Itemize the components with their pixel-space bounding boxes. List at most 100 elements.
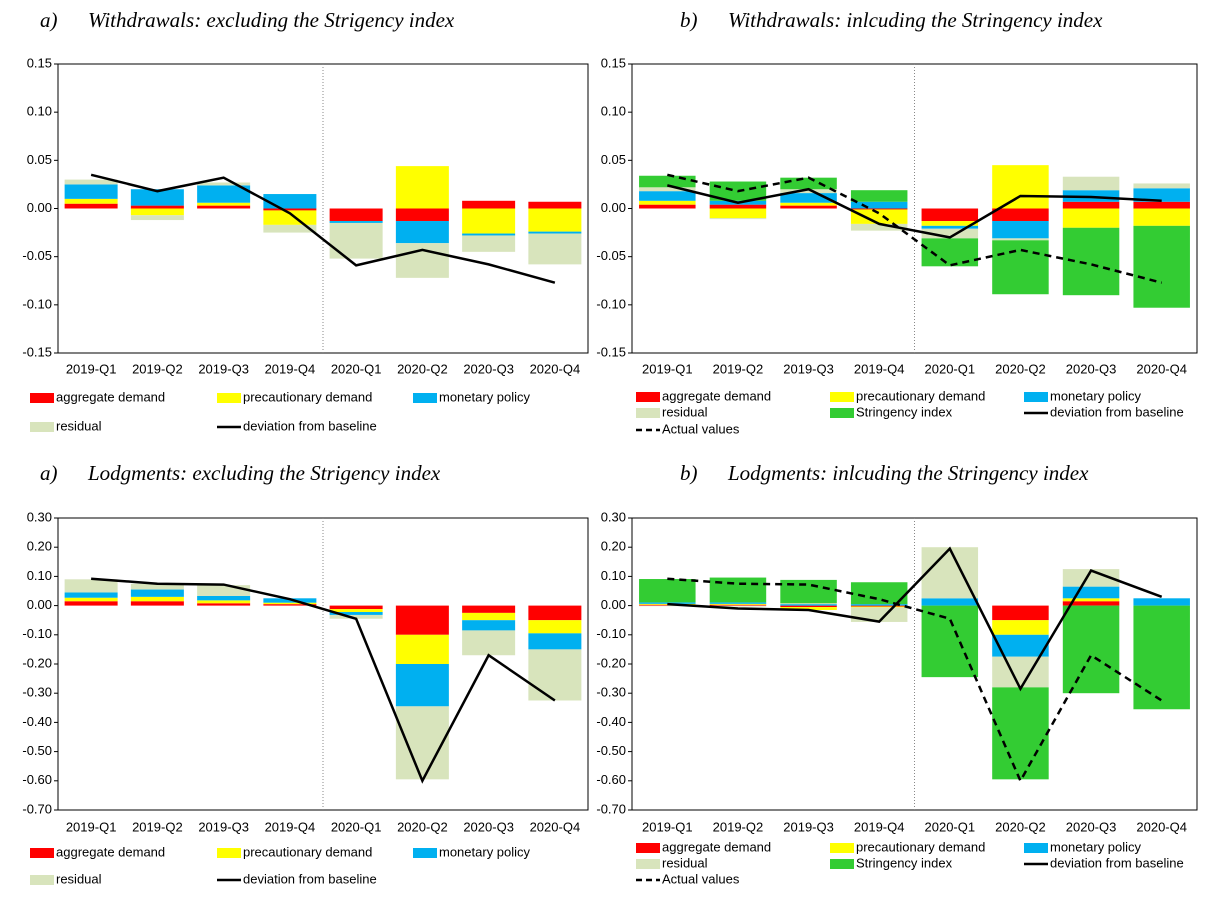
legend-label: aggregate demand xyxy=(56,844,165,859)
bar-segment xyxy=(197,205,251,209)
legend-label: monetary policy xyxy=(439,389,531,404)
bar-segment xyxy=(1062,598,1120,602)
x-tick-label: 2020-Q2 xyxy=(397,361,448,376)
bar-segment xyxy=(64,179,118,185)
bar-segment xyxy=(130,601,184,606)
bar-segment xyxy=(528,649,582,701)
legend-swatch xyxy=(636,392,660,402)
legend-swatch xyxy=(30,422,54,432)
y-tick-label: -0.70 xyxy=(22,801,52,816)
legend-label: deviation from baseline xyxy=(1050,855,1184,870)
bar-segment xyxy=(197,600,251,604)
bar-segment xyxy=(780,604,837,606)
bar-segment xyxy=(130,215,184,221)
bar-segment xyxy=(780,605,837,608)
x-tick-label: 2020-Q2 xyxy=(397,819,448,834)
legend-label: aggregate demand xyxy=(662,388,771,403)
legend-label: Stringency index xyxy=(856,855,953,870)
legend-swatch xyxy=(636,843,660,853)
bar-segment xyxy=(780,205,837,209)
bar-segment xyxy=(921,221,979,226)
bar-segment xyxy=(64,203,118,209)
x-tick-label: 2019-Q2 xyxy=(713,819,764,834)
legend-label: residual xyxy=(56,871,102,886)
panel-label: b) xyxy=(680,461,698,485)
bar-segment xyxy=(462,233,516,236)
bar-segment xyxy=(709,603,767,605)
bar-segment xyxy=(197,182,251,186)
bar-segment xyxy=(329,605,383,610)
x-tick-label: 2020-Q4 xyxy=(1136,819,1187,834)
bar-segment xyxy=(528,201,582,209)
line-series xyxy=(90,173,556,284)
bar-segment xyxy=(64,592,118,598)
legend-label: precautionary demand xyxy=(243,844,372,859)
bar-segment xyxy=(130,596,184,602)
bar-segment xyxy=(528,633,582,650)
bar-segment xyxy=(329,612,383,615)
x-tick-label: 2020-Q3 xyxy=(1066,361,1117,376)
bar-segment xyxy=(1062,601,1120,606)
x-tick-label: 2020-Q2 xyxy=(995,819,1046,834)
legend-label: Stringency index xyxy=(856,404,953,419)
bar-segment xyxy=(850,606,908,608)
legend-swatch xyxy=(30,848,54,858)
y-tick-label: 0.10 xyxy=(601,568,626,583)
bar-segment xyxy=(639,175,696,188)
x-tick-label: 2020-Q1 xyxy=(331,361,382,376)
bar-segment xyxy=(1062,605,1120,694)
bar-segment xyxy=(639,602,696,604)
bar-segment xyxy=(64,601,118,606)
x-tick-label: 2019-Q3 xyxy=(198,819,249,834)
y-tick-label: -0.20 xyxy=(596,655,626,670)
legend-swatch xyxy=(30,875,54,885)
legend-swatch xyxy=(217,848,241,858)
chart-title: Withdrawals: inlcuding the Stringency in… xyxy=(728,8,1103,32)
bar-segment xyxy=(639,200,696,205)
bar-segment xyxy=(197,202,251,206)
bar-segment xyxy=(1062,201,1120,209)
x-tick-label: 2019-Q4 xyxy=(265,361,316,376)
bar-segment xyxy=(850,605,908,607)
bar-segment xyxy=(528,605,582,621)
bar-segment xyxy=(850,209,908,224)
bar-segment xyxy=(921,225,979,229)
bar-segment xyxy=(64,579,118,593)
x-tick-label: 2019-Q2 xyxy=(132,361,183,376)
bar-segment xyxy=(130,583,184,590)
y-tick-label: -0.05 xyxy=(596,248,626,263)
chart-title: Lodgments: excluding the Strigency index xyxy=(87,461,441,485)
bar-segment xyxy=(639,191,696,201)
panel-label: a) xyxy=(40,8,58,32)
y-tick-label: -0.50 xyxy=(22,743,52,758)
bar-segment xyxy=(263,224,317,233)
bar-segment xyxy=(921,598,979,606)
bar-segment xyxy=(780,193,837,203)
bar-segment xyxy=(992,221,1049,239)
x-tick-label: 2020-Q1 xyxy=(331,819,382,834)
y-tick-label: -0.50 xyxy=(596,743,626,758)
legend-label: monetary policy xyxy=(1050,839,1142,854)
line-series xyxy=(667,184,1162,239)
legend-label: deviation from baseline xyxy=(1050,404,1184,419)
bar-segment xyxy=(780,177,837,190)
legend-label: Actual values xyxy=(662,871,740,886)
bar-segment xyxy=(462,200,516,209)
y-tick-label: 0.20 xyxy=(27,539,52,554)
bar-segment xyxy=(992,620,1049,635)
bar-segment xyxy=(780,202,837,206)
legend-swatch xyxy=(636,408,660,418)
bar-segment xyxy=(639,187,696,192)
bar-segment xyxy=(130,208,184,216)
bar-segment xyxy=(1133,598,1190,606)
bar-segment xyxy=(1062,176,1120,191)
bar-segment xyxy=(462,235,516,252)
legend-label: aggregate demand xyxy=(56,389,165,404)
bar-segment xyxy=(395,166,449,209)
bar-segment xyxy=(1133,201,1190,209)
x-tick-label: 2019-Q4 xyxy=(854,819,905,834)
x-tick-label: 2020-Q4 xyxy=(530,361,581,376)
bar-segment xyxy=(197,185,251,203)
y-tick-label: -0.20 xyxy=(22,655,52,670)
legend-label: Actual values xyxy=(662,421,740,436)
